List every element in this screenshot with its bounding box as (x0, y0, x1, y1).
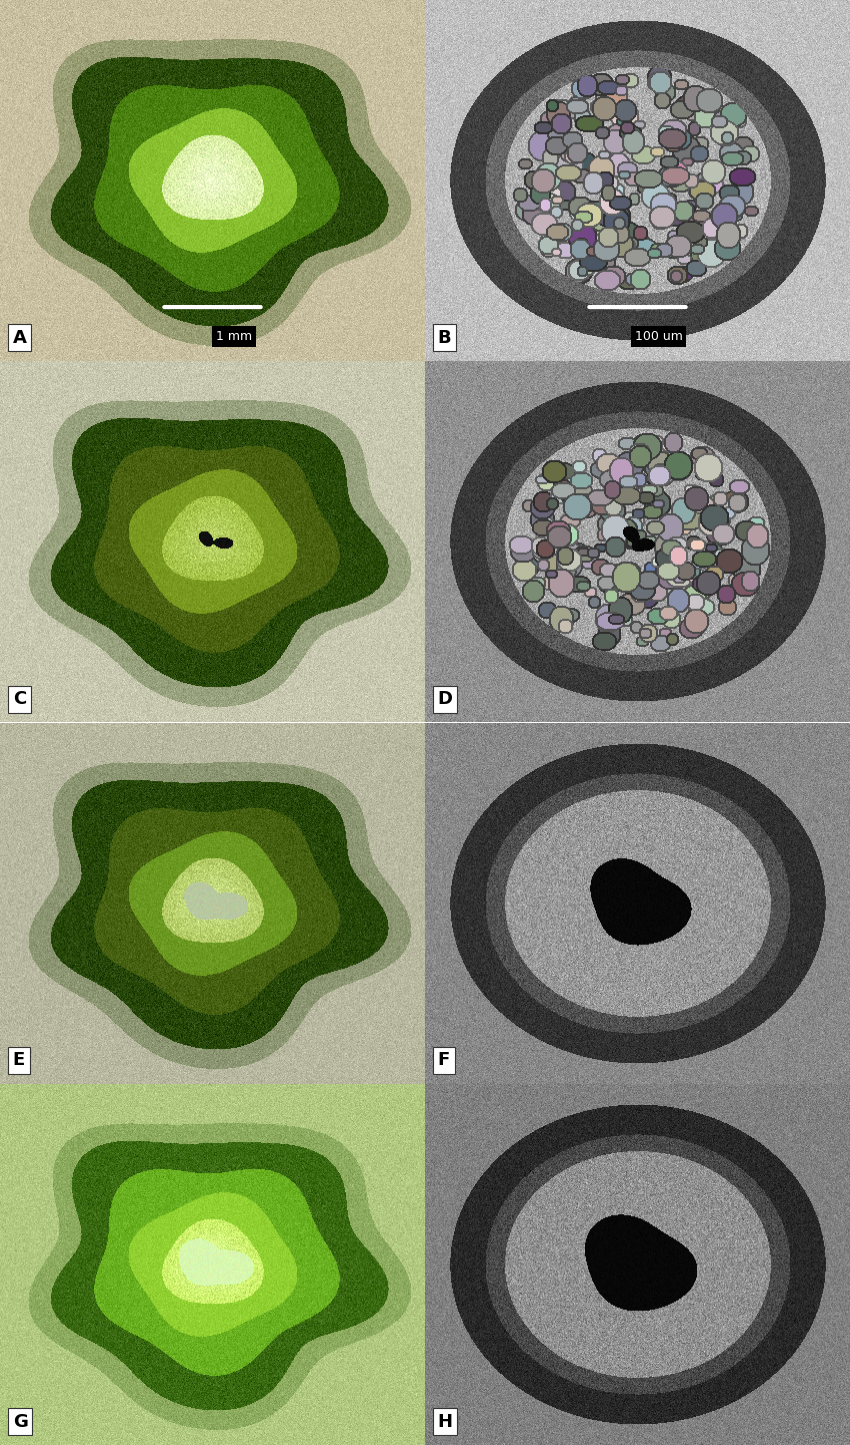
Text: H: H (438, 1413, 453, 1431)
Text: A: A (13, 329, 26, 347)
Text: E: E (13, 1052, 25, 1069)
Text: C: C (13, 691, 26, 708)
Text: 1 mm: 1 mm (216, 331, 252, 344)
Text: D: D (438, 691, 453, 708)
Text: F: F (438, 1052, 450, 1069)
Text: 100 um: 100 um (635, 331, 683, 344)
Text: G: G (13, 1413, 27, 1431)
Text: B: B (438, 329, 451, 347)
